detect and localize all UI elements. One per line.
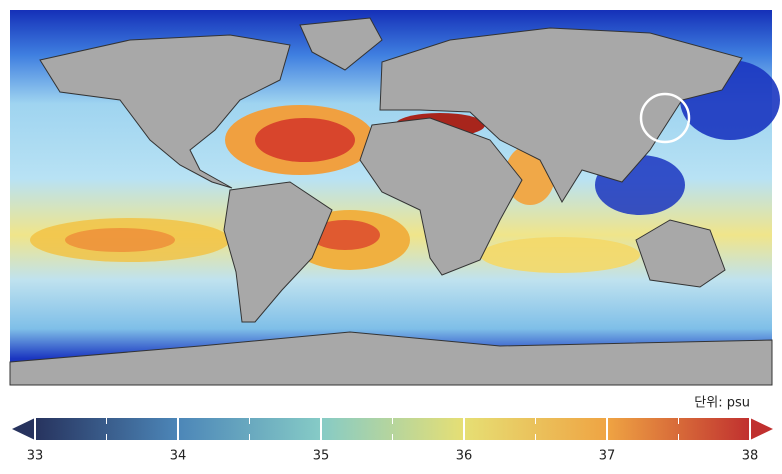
- tick-label: 34: [170, 449, 187, 464]
- highlight-circle: [639, 92, 691, 144]
- map: [9, 10, 780, 386]
- colorbar-bar: [35, 418, 750, 440]
- colorbar: 33 34 35 36 37 38: [12, 418, 773, 464]
- colorbar-arrow-high: [750, 418, 773, 440]
- greenland: [299, 17, 383, 71]
- salinity-patch: [480, 237, 640, 273]
- tick-label: 33: [27, 449, 44, 464]
- tick-label: 38: [742, 449, 759, 464]
- africa: [359, 117, 523, 276]
- eurasia: [379, 27, 743, 204]
- tick-label: 35: [313, 449, 330, 464]
- tick-label: 37: [599, 449, 616, 464]
- north-america: [39, 34, 291, 189]
- salinity-patch: [65, 228, 175, 252]
- unit-label: 단위: psu: [694, 396, 750, 411]
- antarctica: [9, 331, 773, 386]
- australia: [635, 219, 726, 288]
- salinity-patch: [310, 220, 380, 250]
- south-america: [223, 181, 333, 323]
- colorbar-arrow-low: [12, 418, 35, 440]
- tick-label: 36: [456, 449, 473, 464]
- salinity-patch: [255, 118, 355, 162]
